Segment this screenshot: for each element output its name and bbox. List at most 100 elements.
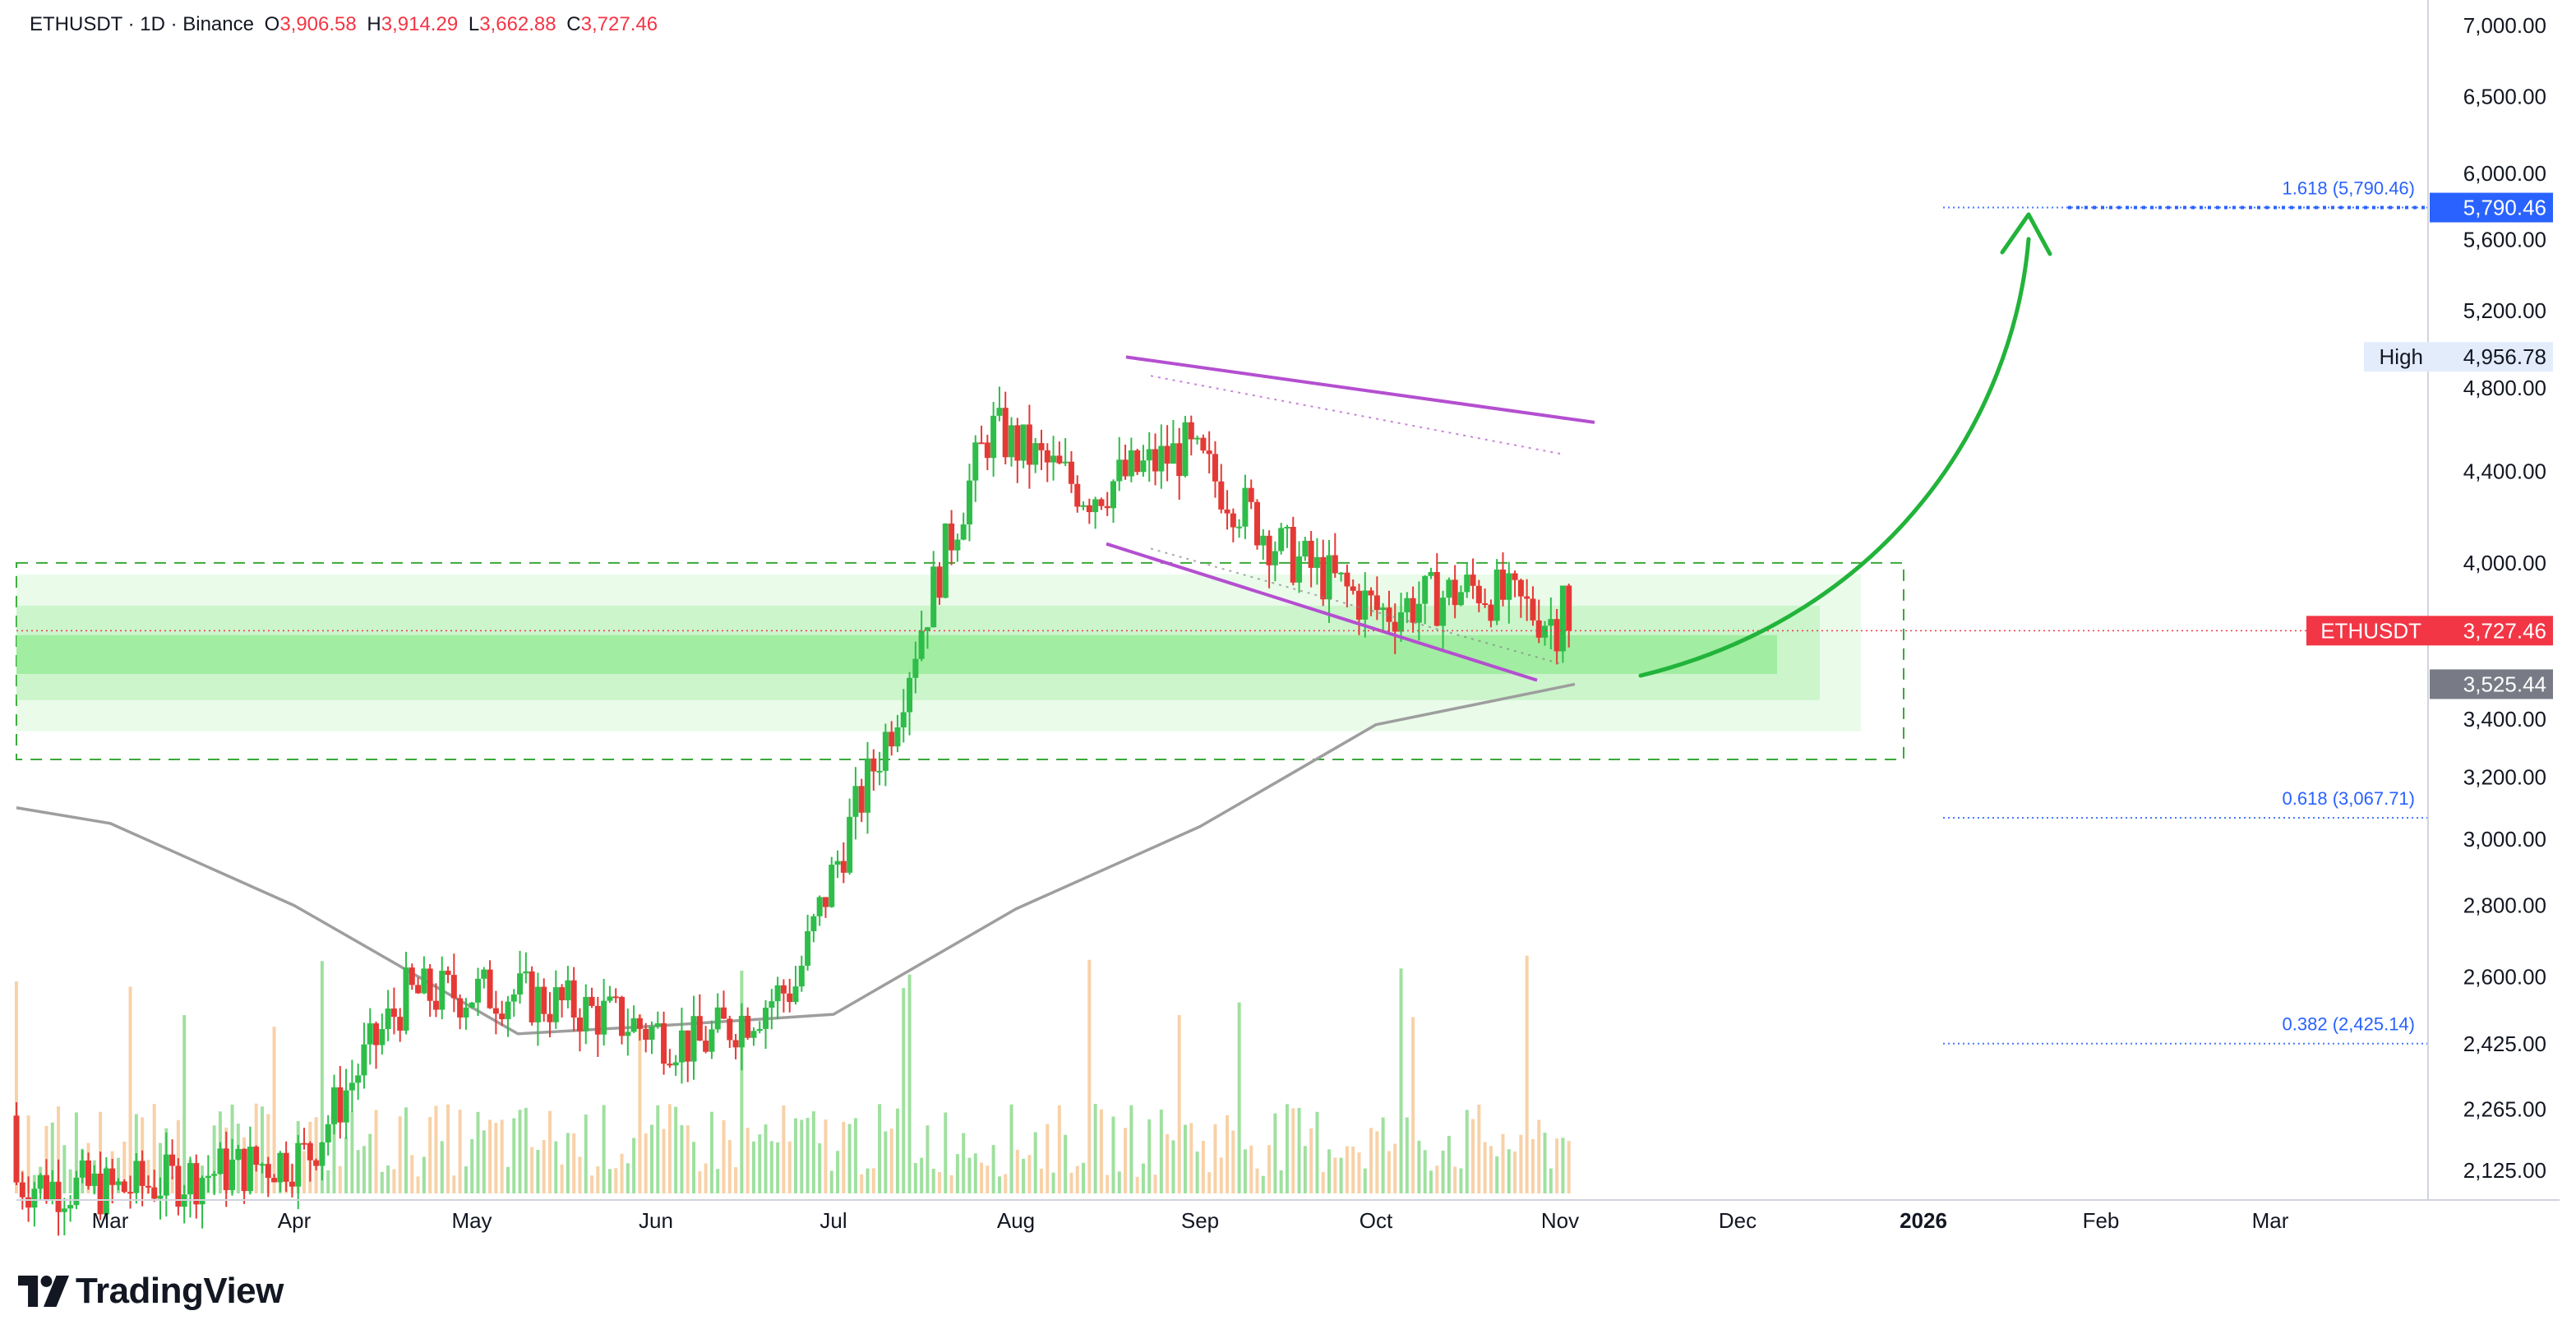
tradingview-logo[interactable]: TradingView xyxy=(18,1271,284,1312)
volume-bar xyxy=(626,1163,630,1193)
candle-body xyxy=(199,1178,205,1205)
fib-level-label: 0.382 (2,425.14) xyxy=(2283,1014,2415,1035)
volume-bar xyxy=(1369,1128,1373,1193)
time-axis[interactable]: Mar Apr May Jun Jul Aug Sep Oct Nov Dec 2026 Feb Mar xyxy=(92,1208,2289,1233)
candle-body xyxy=(193,1163,200,1205)
candle-body xyxy=(601,1000,607,1035)
candle-body xyxy=(1506,573,1512,600)
candle-body xyxy=(865,758,871,813)
candle-body xyxy=(583,996,589,1031)
candle-body xyxy=(667,1064,673,1066)
candle-body xyxy=(517,973,524,995)
volume-bar xyxy=(1051,1172,1055,1193)
candle-body xyxy=(121,1181,127,1193)
projection-arrow xyxy=(1638,212,2052,678)
candle-body xyxy=(840,861,847,873)
candle-body xyxy=(241,1148,247,1192)
volume-bar xyxy=(536,1150,540,1193)
price-axis-label: 2,265.00 xyxy=(2463,1097,2546,1122)
candle-body xyxy=(499,1013,506,1020)
volume-bar xyxy=(1441,1151,1445,1193)
candle-body xyxy=(745,1015,751,1038)
candle-body xyxy=(787,993,793,1003)
high-marker-label: High xyxy=(2380,344,2423,369)
candle-body xyxy=(1415,603,1422,623)
volume-bar xyxy=(1279,1170,1283,1193)
tradingview-wordmark: TradingView xyxy=(76,1271,284,1311)
volume-bar xyxy=(836,1151,840,1193)
volume-bar xyxy=(1411,1017,1415,1193)
candle-body xyxy=(1056,455,1063,464)
last-price-tag-text: 3,727.46 xyxy=(2463,618,2546,643)
candle-body xyxy=(678,1030,685,1063)
price-axis-label: 3,200.00 xyxy=(2463,765,2546,790)
volume-bar xyxy=(794,1118,797,1193)
candle-body xyxy=(559,987,566,1001)
candle-body xyxy=(798,965,805,987)
volume-bar xyxy=(1303,1146,1307,1193)
candle-body xyxy=(211,1174,218,1176)
high-marker-value: 4,956.78 xyxy=(2463,344,2546,369)
volume-bar xyxy=(1082,1162,1086,1193)
candle-body xyxy=(816,897,823,916)
descending-channel xyxy=(1106,355,1595,682)
candle-body xyxy=(732,1040,739,1048)
candle-body xyxy=(1488,604,1494,621)
candle-body xyxy=(115,1181,122,1185)
candle-body xyxy=(307,1142,313,1161)
candle-body xyxy=(205,1175,211,1179)
candle-body xyxy=(852,786,859,817)
candle-body xyxy=(534,986,541,1022)
candle-body xyxy=(978,442,985,445)
candle-body xyxy=(1062,461,1069,464)
candle-body xyxy=(954,539,961,551)
candle-body xyxy=(949,523,955,551)
symbol-label[interactable]: ETHUSDT · 1D · Binance xyxy=(30,13,254,35)
candle-body xyxy=(1254,501,1261,546)
volume-bar xyxy=(1495,1156,1499,1193)
low-value: 3,662.88 xyxy=(479,13,556,35)
price-axis-label: 4,800.00 xyxy=(2463,376,2546,400)
volume-bar xyxy=(440,1141,444,1193)
volume-bar xyxy=(1027,1155,1032,1193)
volume-bar xyxy=(416,1176,420,1193)
candle-body xyxy=(1332,555,1338,574)
candle-body xyxy=(103,1168,109,1215)
volume-bar xyxy=(1393,1143,1397,1193)
candle-body xyxy=(924,627,930,631)
fib-level-label: 0.618 (3,067.71) xyxy=(2283,788,2415,809)
candle-body xyxy=(1392,621,1398,632)
volume-bar xyxy=(1321,1172,1325,1193)
volume-bar xyxy=(860,1174,864,1193)
volume-bar xyxy=(1226,1115,1230,1193)
candle-body xyxy=(636,1018,643,1029)
volume-bar xyxy=(878,1104,882,1193)
volume-bar xyxy=(758,1134,762,1193)
volume-bar xyxy=(1177,1015,1181,1193)
candle-body xyxy=(1194,437,1201,440)
candle-body xyxy=(882,731,889,771)
candle-body xyxy=(145,1185,151,1188)
volume-bar xyxy=(614,1168,618,1193)
volume-bar xyxy=(913,1162,917,1193)
volume-bar xyxy=(590,1175,594,1193)
high-value: 3,914.29 xyxy=(381,13,459,35)
candle-body xyxy=(589,996,595,1006)
volume-bar xyxy=(74,1112,78,1193)
candle-body xyxy=(594,1005,601,1035)
candle-body xyxy=(151,1187,158,1199)
time-axis-label: Nov xyxy=(1541,1208,1579,1233)
volume-bar xyxy=(176,1119,180,1193)
candlestick-series xyxy=(13,386,1572,1236)
price-axis[interactable]: 7,000.00 6,500.00 6,000.00 5,600.00 5,200.00… xyxy=(2463,13,2546,1183)
candle-body xyxy=(907,677,913,713)
candle-body xyxy=(738,1015,745,1048)
candle-body xyxy=(1188,422,1194,440)
candle-body xyxy=(283,1152,289,1182)
volume-bar xyxy=(1423,1150,1427,1193)
volume-bar xyxy=(782,1105,786,1193)
candle-body xyxy=(31,1188,38,1208)
price-axis-label: 5,600.00 xyxy=(2463,228,2546,252)
volume-bar xyxy=(674,1106,678,1193)
